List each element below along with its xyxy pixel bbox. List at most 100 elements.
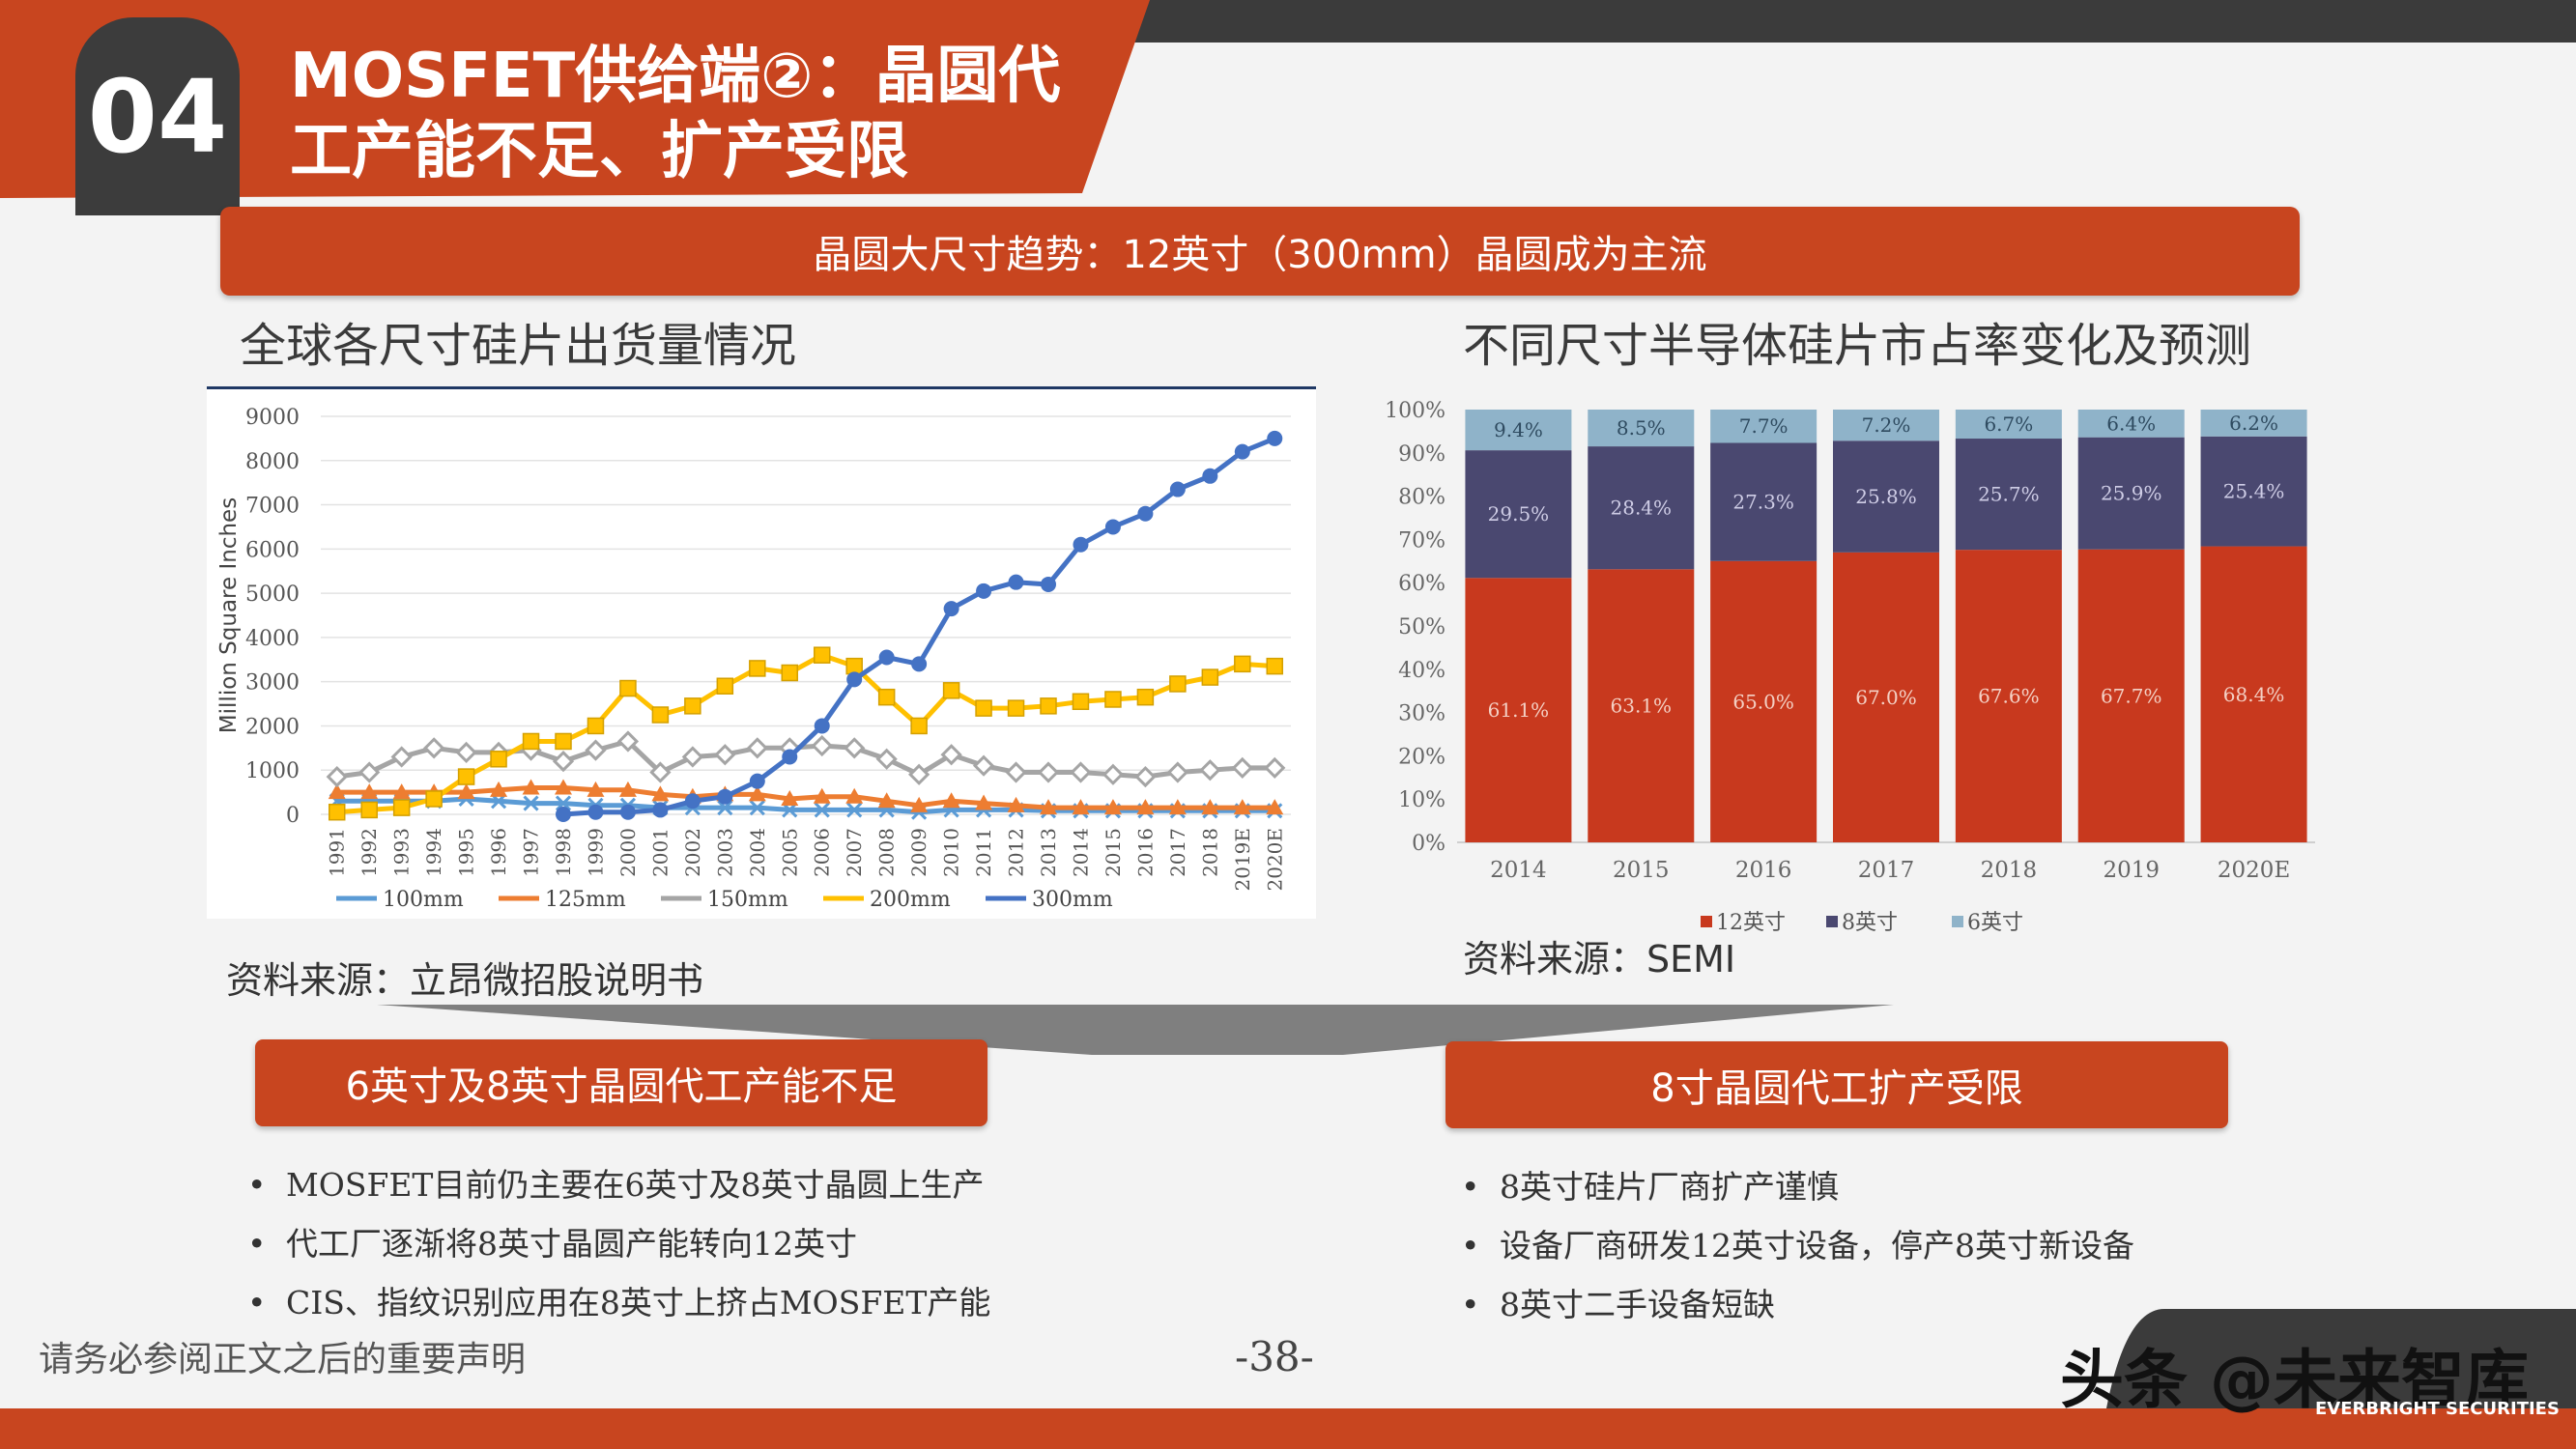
x-tick-label: 2020E [2218, 858, 2290, 883]
x-tick-label: 1994 [422, 828, 445, 877]
data-point [587, 781, 605, 797]
data-point [555, 779, 572, 795]
series-line-125mm [336, 785, 1275, 810]
y-tick-label: 3000 [245, 671, 300, 696]
page-title: MOSFET供给端②：晶圆代 工产能不足、扩产受限 [290, 39, 1159, 189]
data-label: 67.7% [2101, 684, 2162, 707]
data-point [1264, 756, 1286, 780]
data-point [714, 744, 736, 766]
data-point [781, 664, 799, 682]
x-tick-label: 2010 [940, 828, 963, 877]
x-tick-label: 2007 [843, 828, 866, 877]
legend-swatch [1826, 916, 1838, 927]
data-point [1070, 761, 1092, 783]
data-point [552, 750, 575, 773]
y-tick-label: 1000 [245, 759, 300, 783]
list-item: 设备厂商研发12英寸设备，停产8英寸新设备 [1461, 1216, 2134, 1275]
data-point [457, 783, 475, 800]
data-point [814, 802, 830, 818]
data-point [846, 802, 863, 818]
data-point [845, 787, 864, 804]
data-point [490, 751, 507, 768]
data-point [877, 792, 896, 809]
list-item: 8英寸硅片厂商扩产谨慎 [1461, 1157, 2134, 1216]
data-point [523, 795, 539, 811]
data-point [1103, 799, 1122, 815]
data-label: 7.7% [1739, 414, 1789, 438]
legend-label: 100mm [383, 888, 464, 912]
legend-label: 125mm [545, 888, 626, 912]
y-tick-label: 20% [1398, 745, 1445, 769]
left-chart-title: 全球各尺寸硅片出货量情况 [240, 319, 797, 373]
data-point [781, 789, 799, 806]
y-tick-label: 2000 [245, 715, 300, 739]
disclaimer: 请务必参阅正文之后的重要声明 [39, 1340, 527, 1379]
data-point [425, 790, 443, 808]
list-item: 代工厂逐渐将8英寸晶圆产能转向12英寸 [247, 1214, 990, 1273]
data-point [940, 744, 962, 766]
data-point [651, 706, 670, 724]
data-label: 6.4% [2106, 412, 2156, 435]
bar-segment [2077, 549, 2185, 842]
data-point [326, 765, 348, 788]
data-point [1266, 799, 1284, 815]
x-tick-label: 2020E [1263, 828, 1286, 892]
data-label: 67.0% [1855, 686, 1917, 709]
x-tick-label: 2017 [1166, 828, 1189, 877]
bar-segment [1710, 410, 1818, 443]
data-point [328, 783, 346, 800]
y-tick-label: 80% [1398, 486, 1445, 510]
data-point [910, 717, 928, 735]
data-point [846, 671, 863, 688]
x-tick-label: 2019E [1231, 828, 1254, 892]
x-tick-label: 2006 [811, 828, 834, 877]
data-label: 63.1% [1611, 695, 1673, 718]
data-point [1136, 799, 1155, 815]
data-point [616, 730, 640, 753]
left-bullet-list: MOSFET目前仍主要在6英寸及8英寸晶圆上生产 代工厂逐渐将8英寸晶圆产能转向… [247, 1155, 990, 1332]
data-label: 61.1% [1488, 698, 1550, 722]
data-point [651, 785, 670, 802]
data-point [877, 688, 896, 706]
x-tick-label: 1991 [326, 828, 349, 877]
data-point [976, 582, 992, 599]
data-point [390, 746, 413, 768]
bottom-red-bar [0, 1408, 2576, 1449]
data-point [1169, 675, 1187, 693]
data-point [522, 779, 540, 795]
bar-segment [1955, 410, 2062, 440]
bar-segment [1588, 410, 1695, 447]
data-point [746, 737, 768, 759]
x-tick-label: 1999 [584, 828, 607, 877]
x-tick-label: 1992 [358, 828, 381, 877]
data-point [749, 800, 765, 816]
data-point [649, 761, 672, 783]
x-tick-label: 2014 [1069, 828, 1092, 877]
data-point [455, 741, 477, 764]
legend-label: 150mm [707, 888, 788, 912]
data-point [457, 768, 475, 785]
x-tick-label: 1997 [520, 828, 543, 877]
data-point [1267, 430, 1283, 446]
brand-name: EVERBRIGHT SECURITIES [2315, 1399, 2560, 1419]
right-source: 资料来源：SEMI [1463, 938, 1736, 980]
data-point [749, 773, 765, 789]
data-point [619, 679, 637, 697]
data-point [587, 717, 605, 735]
data-point [844, 737, 866, 759]
x-tick-label: 2019 [2103, 858, 2160, 883]
data-point [555, 795, 572, 811]
data-point [1231, 756, 1253, 780]
list-item: 8英寸二手设备短缺 [1461, 1275, 2134, 1334]
data-label: 67.6% [1978, 685, 2040, 708]
x-tick-label: 1995 [455, 828, 478, 877]
data-point [1201, 668, 1219, 686]
bar-segment [2200, 436, 2307, 547]
series-line-300mm [562, 436, 1276, 817]
bar-segment [1465, 578, 1572, 842]
line-chart: 0 1000 2000 3000 4000 5000 6000 7000 8000 9000 Mil… [216, 406, 1291, 912]
list-item: MOSFET目前仍主要在6英寸及8英寸晶圆上生产 [247, 1155, 990, 1214]
y-tick-label: 7000 [245, 495, 300, 519]
data-point [618, 781, 637, 797]
x-tick-label: 2015 [1102, 828, 1125, 877]
